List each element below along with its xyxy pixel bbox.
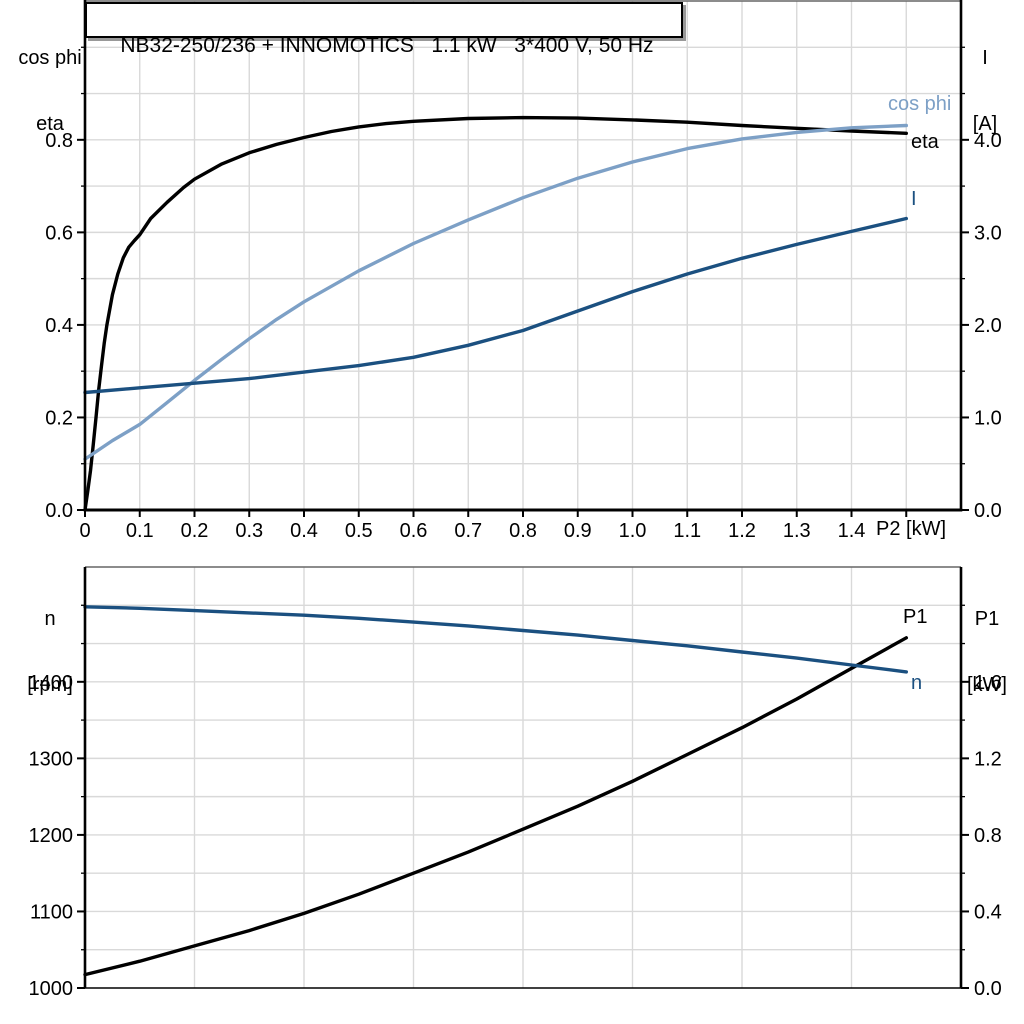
right-tick-label: 1.2 — [974, 748, 1002, 770]
left-tick-label: 0.0 — [45, 500, 73, 522]
left-tick-label: 0.6 — [45, 222, 73, 244]
speed-axis-title-line2: [rpm] — [27, 674, 73, 696]
speed-axis-title-line1: n — [44, 608, 56, 630]
n-curve — [83, 605, 908, 674]
x-tick-label: 0.9 — [564, 520, 592, 542]
top-chart-right-axis-title: I [A] — [956, 3, 1014, 179]
chart-title-text: NB32-250/236 + INNOMOTICS 1.1 kW 3*400 V… — [120, 34, 654, 57]
left-tick-label: 0.2 — [45, 407, 73, 429]
right-tick-label: 0.0 — [974, 978, 1002, 1000]
cos-phi-curve — [83, 123, 908, 461]
x-tick-label: 0.8 — [509, 520, 537, 542]
p1-curve-label: P1 — [903, 606, 928, 628]
cos-phi-curve-label: cos phi — [888, 93, 952, 115]
right-tick-label: 0.4 — [974, 901, 1002, 923]
eta-curve — [83, 115, 908, 512]
right-tick-label: 1.0 — [974, 407, 1002, 429]
left-tick-label: 0.4 — [45, 315, 73, 337]
right-tick-label: 0.8 — [974, 825, 1002, 847]
right-tick-label: 4.0 — [974, 130, 1002, 152]
right-axis-title-line2: [A] — [972, 113, 998, 135]
x-axis-label: P2 [kW] — [876, 518, 947, 540]
x-tick-label: 0.6 — [400, 520, 428, 542]
right-tick-label: 1.6 — [974, 672, 1002, 694]
bottom-chart-left-axis-title: n [rpm] — [11, 564, 89, 740]
right-tick-label: 0.0 — [974, 500, 1002, 522]
p1-curve — [83, 636, 908, 977]
x-tick-label: 1.1 — [673, 520, 701, 542]
x-tick-label: 0.3 — [235, 520, 263, 542]
top-chart-left-axis-title: cos phi eta — [11, 3, 89, 179]
right-axis-title-line1: I — [982, 47, 988, 69]
power-axis-title-line1: P1 — [974, 608, 1000, 630]
x-tick-label: 1.0 — [619, 520, 647, 542]
left-tick-label: 1200 — [29, 825, 74, 847]
power-axis-title-line2: [kW] — [967, 674, 1007, 696]
speed-curve-label: n — [911, 672, 923, 694]
x-tick-label: 1.3 — [783, 520, 811, 542]
left-tick-label: 1000 — [29, 978, 74, 1000]
left-tick-label: 1400 — [29, 672, 74, 694]
x-tick-label: 0.7 — [454, 520, 482, 542]
right-tick-label: 3.0 — [974, 222, 1002, 244]
left-tick-label: 1300 — [29, 748, 74, 770]
x-tick-label: 1.4 — [838, 520, 866, 542]
current-curve-label: I — [911, 188, 917, 210]
left-tick-label: 0.8 — [45, 130, 73, 152]
i-curve — [83, 216, 908, 395]
x-tick-label: 0.2 — [181, 520, 209, 542]
chart-title-box: NB32-250/236 + INNOMOTICS 1.1 kW 3*400 V… — [85, 2, 683, 57]
x-tick-label: 0.4 — [290, 520, 318, 542]
x-tick-label: 0.5 — [345, 520, 373, 542]
eta-curve-label: eta — [911, 131, 939, 153]
right-tick-label: 2.0 — [974, 315, 1002, 337]
x-tick-label: 0 — [79, 520, 90, 542]
bottom-chart-right-axis-title: P1 [kW] — [958, 564, 1016, 740]
left-axis-title-line1: cos phi — [18, 47, 82, 69]
left-axis-title-line2: eta — [36, 113, 64, 135]
x-tick-label: 1.2 — [728, 520, 756, 542]
x-tick-label: 0.1 — [126, 520, 154, 542]
left-tick-label: 1100 — [30, 901, 73, 923]
